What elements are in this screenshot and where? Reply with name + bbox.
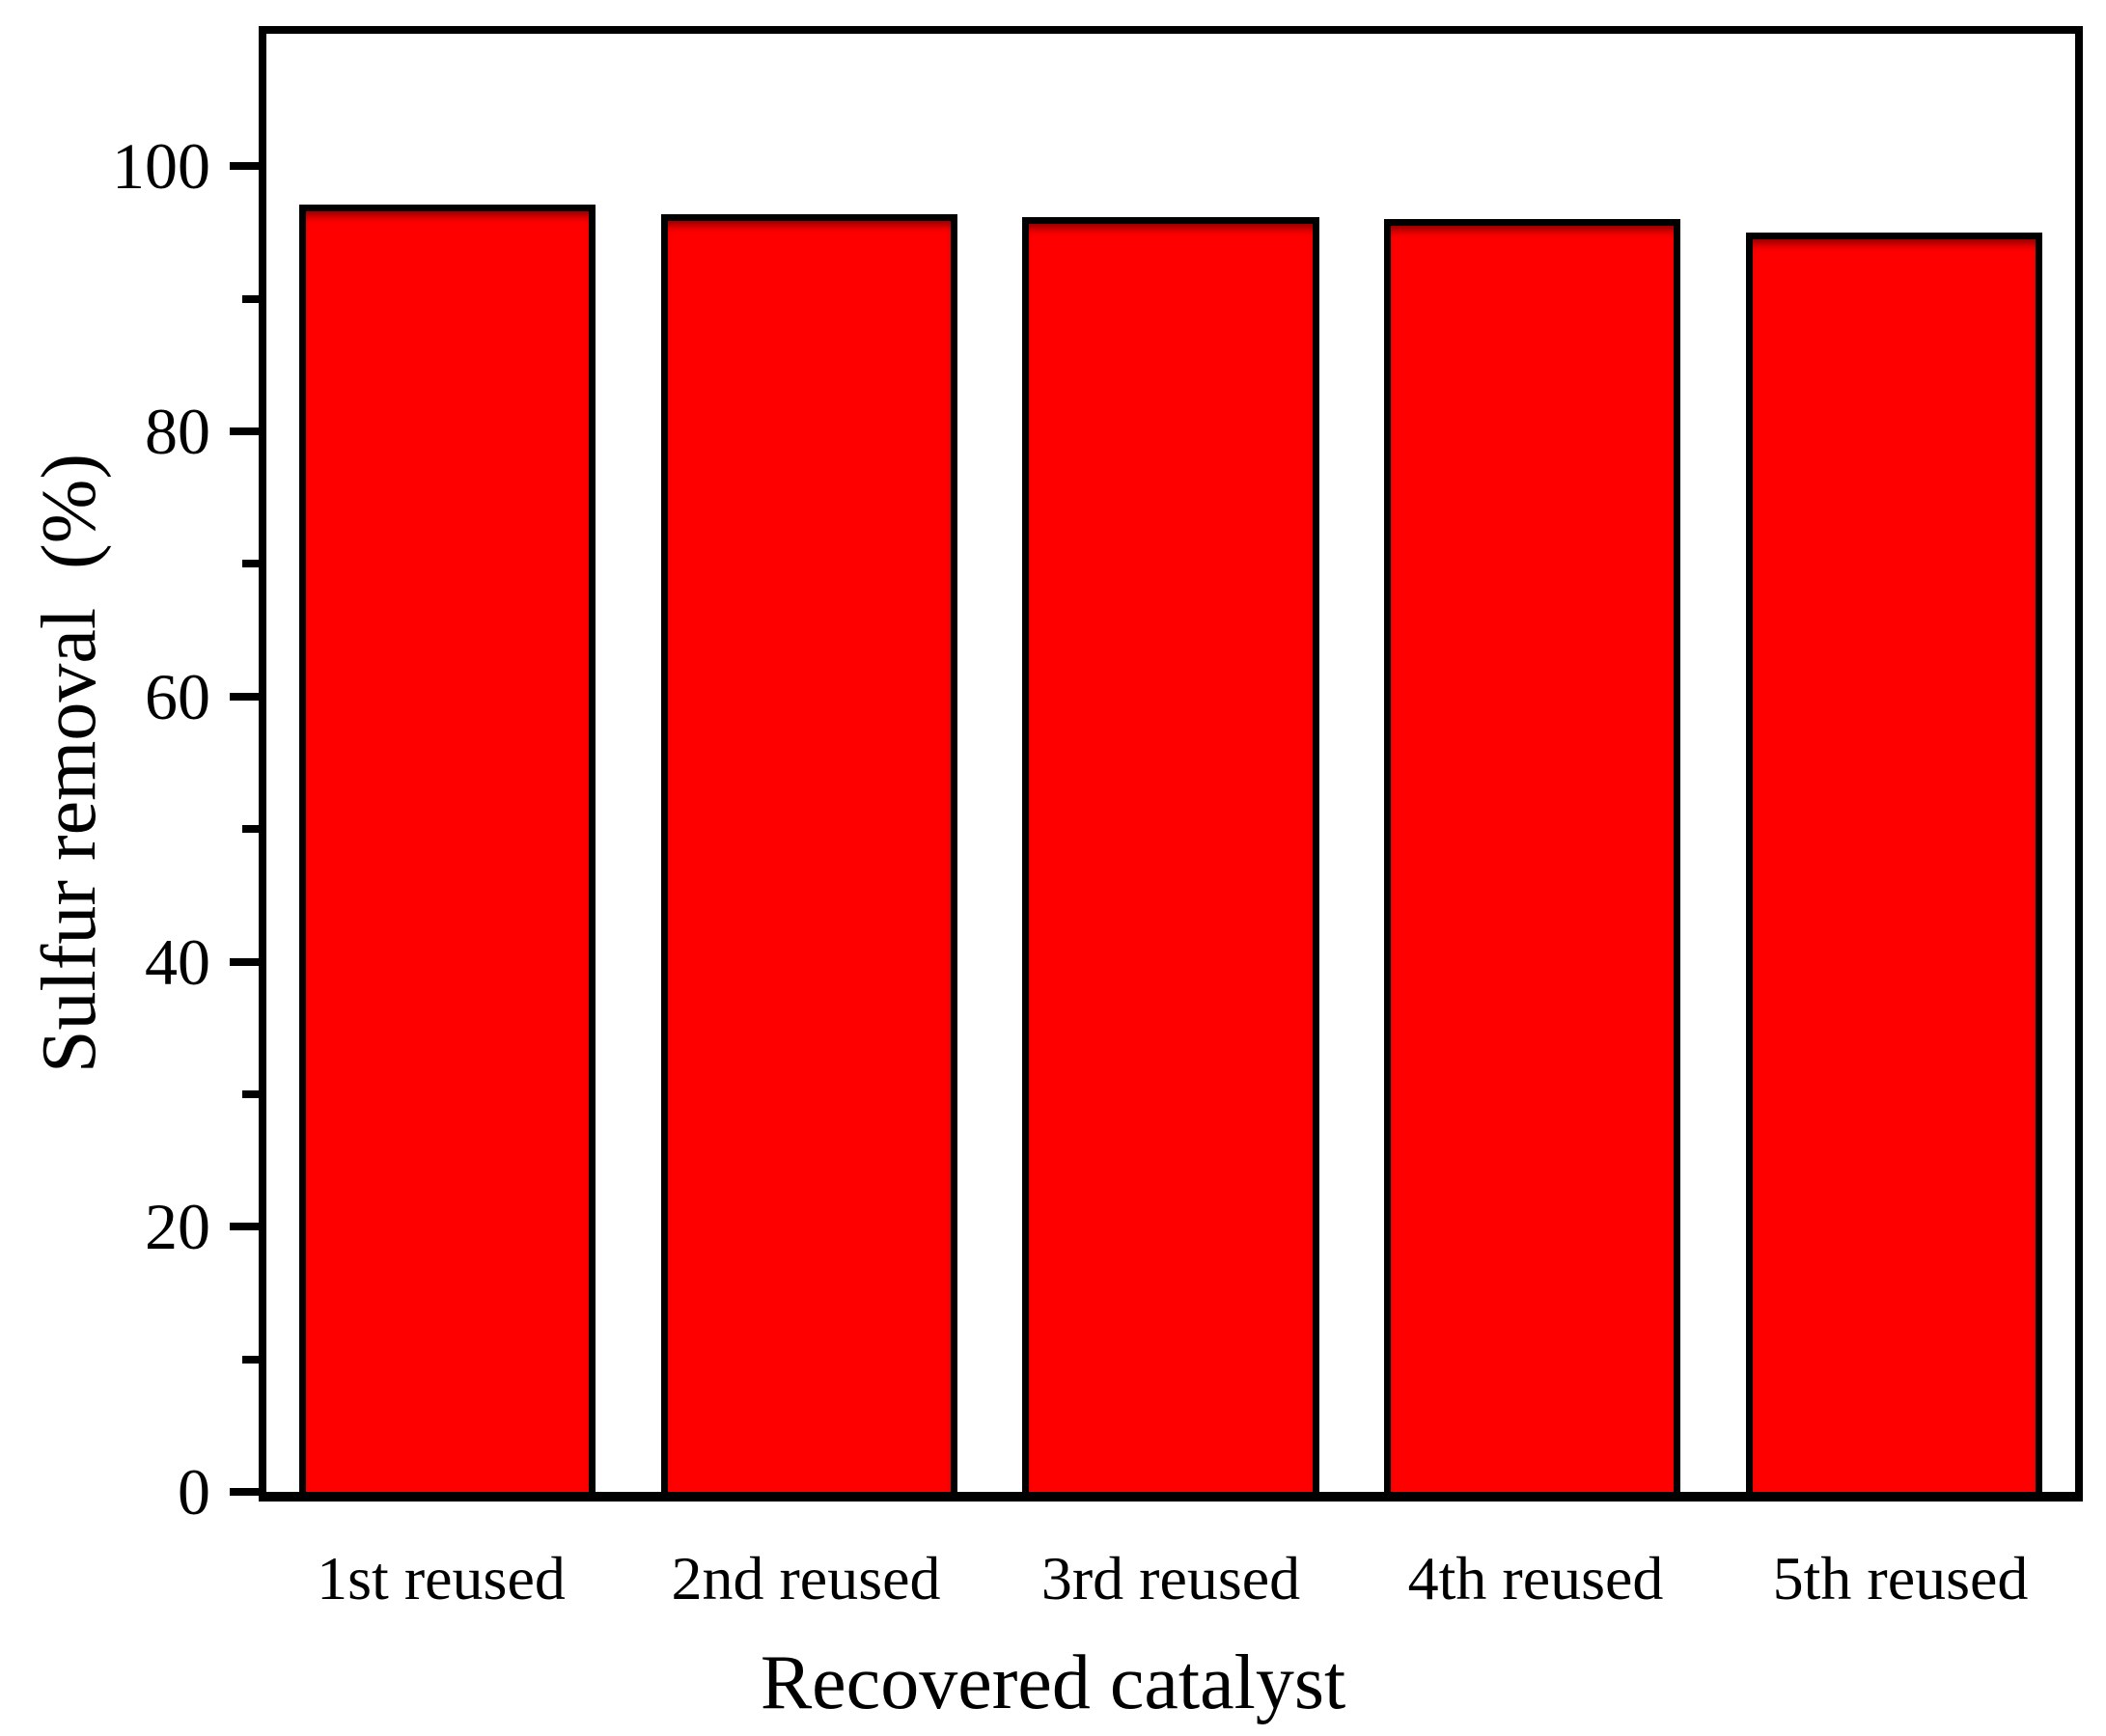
bar-1st-reused — [298, 205, 596, 1492]
bar-2nd-reused — [660, 213, 957, 1492]
y-tick-label-80: 80 — [145, 395, 210, 469]
bar-3rd-reused — [1022, 216, 1319, 1492]
x-tick-label-1: 1st reused — [317, 1544, 566, 1612]
y-minor-tick-90 — [242, 294, 259, 303]
x-axis-title: Recovered catalyst — [760, 1640, 1346, 1725]
y-major-tick-0 — [230, 1488, 259, 1496]
x-tick-label-2: 2nd reused — [671, 1544, 941, 1612]
y-tick-label-60: 60 — [145, 659, 210, 733]
y-tick-label-100: 100 — [112, 129, 210, 204]
bars-container — [266, 34, 2075, 1492]
plot-area — [259, 26, 2083, 1502]
y-major-tick-80 — [230, 427, 259, 436]
y-major-tick-20 — [230, 1223, 259, 1231]
y-axis: 0 20 40 60 80 100 — [0, 26, 259, 1525]
bar-slot-4 — [1351, 34, 1713, 1492]
y-major-tick-40 — [230, 957, 259, 966]
bar-slot-5 — [1713, 34, 2075, 1492]
bar-slot-1 — [266, 34, 628, 1492]
y-minor-tick-30 — [242, 1089, 259, 1098]
x-tick-label-4: 4th reused — [1407, 1544, 1664, 1612]
bar-slot-3 — [990, 34, 1352, 1492]
y-minor-tick-10 — [242, 1355, 259, 1364]
y-minor-tick-70 — [242, 560, 259, 568]
bar-4th-reused — [1384, 219, 1681, 1492]
y-tick-label-0: 0 — [178, 1455, 210, 1529]
y-minor-tick-50 — [242, 825, 259, 834]
y-tick-label-20: 20 — [145, 1190, 210, 1264]
x-tick-label-5: 5th reused — [1772, 1544, 2029, 1612]
bar-5th-reused — [1745, 233, 2043, 1492]
x-tick-label-3: 3rd reused — [1040, 1544, 1301, 1612]
bar-slot-2 — [628, 34, 990, 1492]
x-axis-labels: 1st reused 2nd reused 3rd reused 4th reused… — [259, 1542, 2083, 1615]
y-major-tick-60 — [230, 692, 259, 701]
y-tick-label-40: 40 — [145, 924, 210, 999]
y-major-tick-100 — [230, 162, 259, 171]
